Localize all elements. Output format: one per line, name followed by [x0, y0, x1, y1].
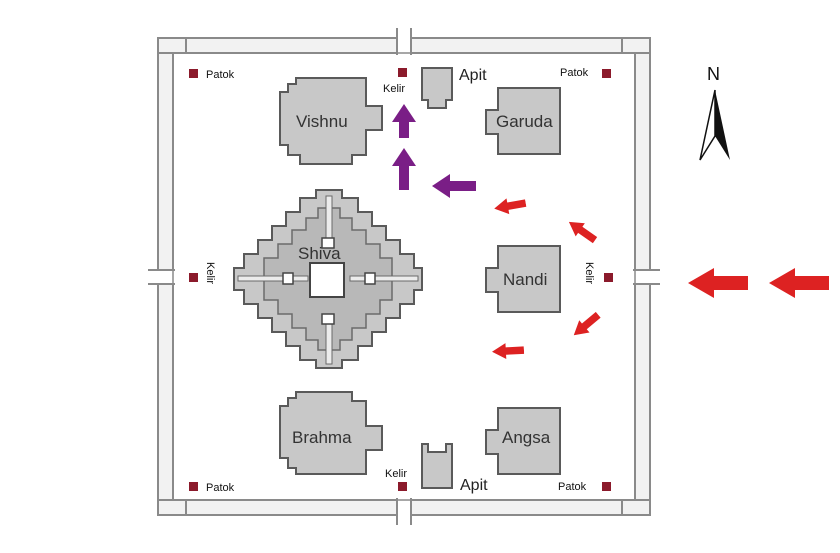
purple-arrow-icon	[392, 104, 416, 138]
red-arrow-icon	[769, 268, 829, 298]
brahma-label: Brahma	[292, 428, 352, 447]
vishnu-label: Vishnu	[296, 112, 348, 131]
angsa-temple	[485, 407, 561, 475]
brahma-temple	[279, 391, 383, 475]
red-arrow-icon	[564, 215, 600, 247]
shiva-west-chamber	[282, 272, 294, 285]
nandi-temple	[485, 245, 561, 313]
shiva-east-passage	[349, 275, 419, 282]
kelir-label-north: Kelir	[383, 83, 405, 95]
apit-label-south: Apit	[460, 477, 488, 494]
red-arrow-icon	[688, 268, 748, 298]
apit-temple-north	[421, 67, 453, 109]
red-arrow-icon	[568, 308, 604, 342]
north-arrow-icon	[699, 89, 730, 161]
gate-jambs	[148, 28, 660, 525]
shiva-north-passage	[325, 195, 333, 245]
purple-arrow-icon	[392, 148, 416, 190]
kelir-label-south: Kelir	[385, 468, 407, 480]
patok-marker-nw	[189, 69, 198, 78]
patok-label-ne: Patok	[560, 67, 589, 79]
apit-temple-south	[421, 443, 453, 489]
kelir-marker-east	[604, 273, 613, 282]
nandi-label: Nandi	[503, 270, 547, 289]
patok-label-sw: Patok	[206, 482, 235, 494]
patok-markers	[189, 69, 611, 491]
patok-label-se: Patok	[558, 481, 587, 493]
kelir-marker-south	[398, 482, 407, 491]
patok-marker-ne	[602, 69, 611, 78]
garuda-label: Garuda	[496, 112, 553, 131]
inner-path-arrows	[392, 104, 476, 198]
red-arrow-icon	[491, 342, 525, 360]
wall-gates	[156, 36, 652, 517]
shiva-east-chamber	[364, 272, 376, 285]
north-label: N	[707, 64, 720, 84]
shiva-north-chamber	[321, 237, 335, 249]
apit-label-north: Apit	[459, 67, 487, 84]
kelir-label-east: Kelir	[583, 262, 595, 284]
garuda-temple	[485, 87, 561, 155]
kelir-marker-north	[398, 68, 407, 77]
kelir-markers	[189, 68, 613, 491]
vishnu-temple	[279, 77, 383, 165]
kelir-label-west: Kelir	[204, 262, 216, 284]
red-arrow-icon	[492, 195, 528, 217]
patok-marker-se	[602, 482, 611, 491]
shiva-central-chamber	[309, 262, 345, 298]
patok-marker-sw	[189, 482, 198, 491]
shiva-temple	[233, 189, 423, 369]
shiva-south-chamber	[321, 313, 335, 325]
angsa-label: Angsa	[502, 428, 551, 447]
shiva-west-passage	[237, 275, 309, 282]
shiva-label: Shiva	[298, 244, 341, 263]
patok-label-nw: Patok	[206, 69, 235, 81]
kelir-marker-west	[189, 273, 198, 282]
inner-wall-line	[172, 52, 636, 501]
purple-arrow-icon	[432, 174, 476, 198]
